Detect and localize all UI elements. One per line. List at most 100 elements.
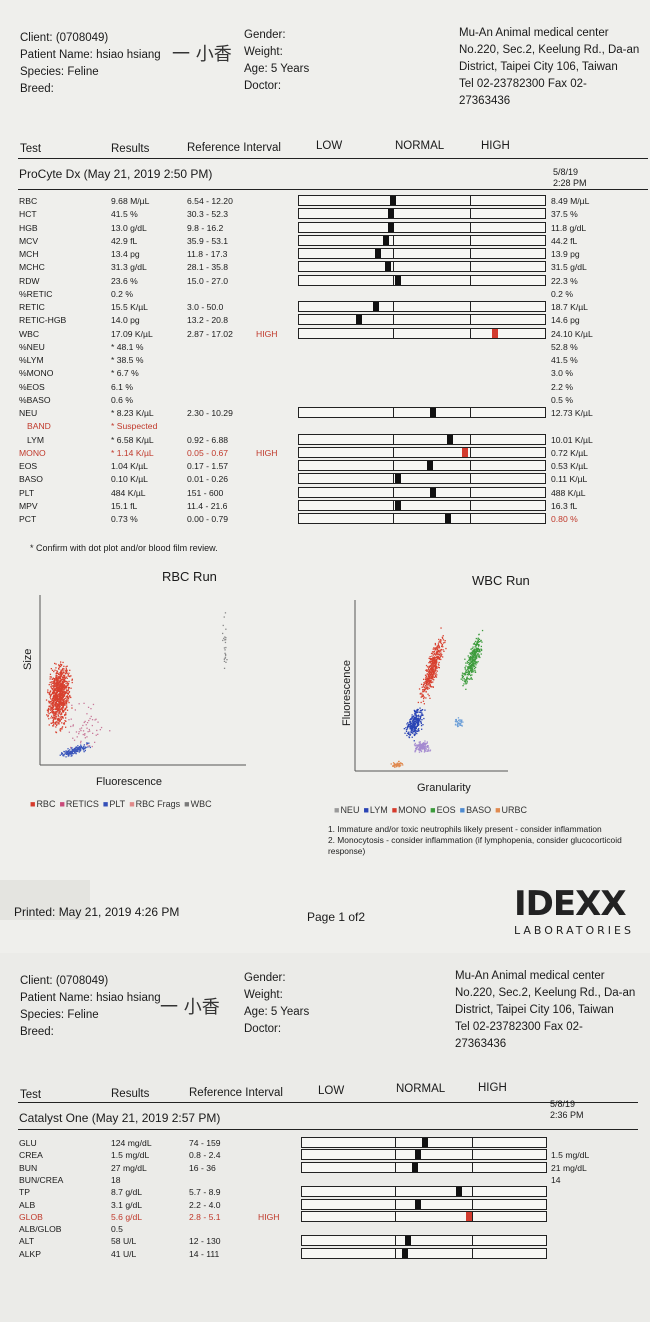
scatter-dot: [60, 692, 62, 694]
scatter-dot: [434, 648, 437, 650]
scatter-dot: [60, 661, 62, 663]
scatter-dot: [84, 746, 86, 748]
scatter-dot: [432, 659, 435, 661]
scatter-dot: [54, 696, 56, 698]
species-line-2: Species: Feline: [20, 1009, 99, 1021]
scatter-dot: [431, 669, 433, 671]
scatter-dot: [433, 661, 435, 663]
scatter-dot: [408, 725, 410, 727]
scatter-dot: [59, 694, 62, 697]
section-rule-2: [18, 1129, 638, 1130]
scatter-dot: [51, 707, 54, 709]
scatter-dot: [415, 718, 417, 720]
scatter-dot: [408, 731, 410, 733]
scatter-dot: [52, 725, 54, 727]
legend-label: EOS: [436, 805, 456, 815]
scatter-dot: [51, 707, 53, 710]
result-value: * 1.14 K/µL: [111, 447, 154, 458]
scatter-dot: [440, 650, 442, 652]
scatter-dot: [69, 751, 71, 753]
page-number: Page 1 of2: [307, 910, 366, 924]
range-divider-high: [470, 275, 472, 285]
scatter-dot: [80, 729, 82, 732]
scatter-dot: [426, 686, 428, 688]
scatter-dot: [434, 660, 436, 663]
scatter-dot: [420, 722, 422, 725]
scatter-dot: [477, 650, 479, 653]
scatter-dot: [406, 728, 409, 730]
test-name: CREA: [19, 1150, 43, 1161]
scatter-dot: [47, 711, 49, 713]
scatter-dot: [49, 696, 51, 698]
scatter-dot: [64, 688, 66, 690]
col-high-2: HIGH: [478, 1082, 507, 1094]
scatter-dot: [461, 720, 463, 722]
scatter-dot: [425, 669, 427, 671]
scatter-dot: [409, 723, 411, 726]
scatter-dot: [473, 659, 476, 662]
scatter-dot: [59, 754, 61, 756]
scatter-dot: [471, 664, 473, 666]
scatter-dot: [58, 673, 60, 675]
test-name: RETIC: [19, 302, 45, 312]
scatter-dot: [424, 740, 426, 742]
scatter-dot: [59, 684, 61, 686]
scatter-dot: [460, 722, 462, 724]
scatter-dot: [64, 672, 66, 674]
scatter-dot: [468, 656, 470, 659]
scatter-dot: [62, 716, 64, 718]
scatter-dot: [62, 671, 64, 673]
previous-result: 44.2 fL: [551, 235, 578, 246]
scatter-dot: [75, 746, 77, 749]
legend-swatch: ■: [391, 805, 398, 815]
range-divider-high: [470, 209, 472, 219]
scatter-dot: [419, 745, 422, 747]
previous-result: 16.3 fL: [551, 500, 578, 511]
scatter-dot: [48, 713, 50, 715]
scatter-dot: [472, 659, 474, 662]
scatter-dot: [53, 670, 55, 673]
scatter-dot: [87, 706, 90, 708]
scatter-dot: [417, 701, 419, 704]
reference-interval: 0.92 - 6.88: [187, 434, 229, 445]
prev-date: 5/8/19: [553, 167, 579, 177]
scatter-dot: [415, 731, 417, 733]
scatter-dot: [416, 746, 418, 749]
scatter-dot: [455, 720, 457, 722]
scatter-dot: [58, 666, 60, 668]
rbc-plot-title: RBC Run: [162, 569, 217, 584]
range-bar: [298, 460, 546, 471]
scatter-dot: [428, 678, 430, 680]
scatter-dot: [55, 705, 57, 707]
scatter-dot: [64, 687, 67, 689]
scatter-dot: [418, 720, 421, 722]
scatter-dot: [71, 678, 73, 680]
scatter-dot: [73, 749, 75, 752]
scatter-dot: [60, 714, 62, 716]
scatter-dot: [473, 653, 475, 655]
range-divider-low: [393, 487, 395, 497]
scatter-dot: [432, 664, 434, 666]
scatter-dot: [59, 697, 62, 699]
scatter-dot: [433, 668, 435, 671]
scatter-dot: [409, 721, 411, 723]
scatter-dot: [436, 653, 438, 655]
scatter-dot: [428, 676, 431, 678]
scatter-dot: [54, 692, 57, 695]
scatter-dot: [56, 711, 58, 713]
scatter-dot: [88, 742, 90, 744]
scatter-dot: [54, 685, 56, 687]
scatter-dot: [394, 765, 396, 767]
scatter-dot: [95, 718, 97, 720]
scatter-dot: [56, 724, 58, 726]
scatter-dot: [405, 729, 408, 731]
scatter-dot: [475, 645, 477, 647]
scatter-dot: [68, 680, 70, 683]
scatter-dot: [430, 658, 432, 660]
scatter-dot: [53, 700, 55, 702]
scatter-dot: [426, 670, 429, 672]
scatter-dot: [409, 727, 411, 729]
scatter-dot: [58, 697, 61, 699]
scatter-dot: [411, 725, 414, 728]
result-value: 0.73 %: [111, 514, 138, 524]
